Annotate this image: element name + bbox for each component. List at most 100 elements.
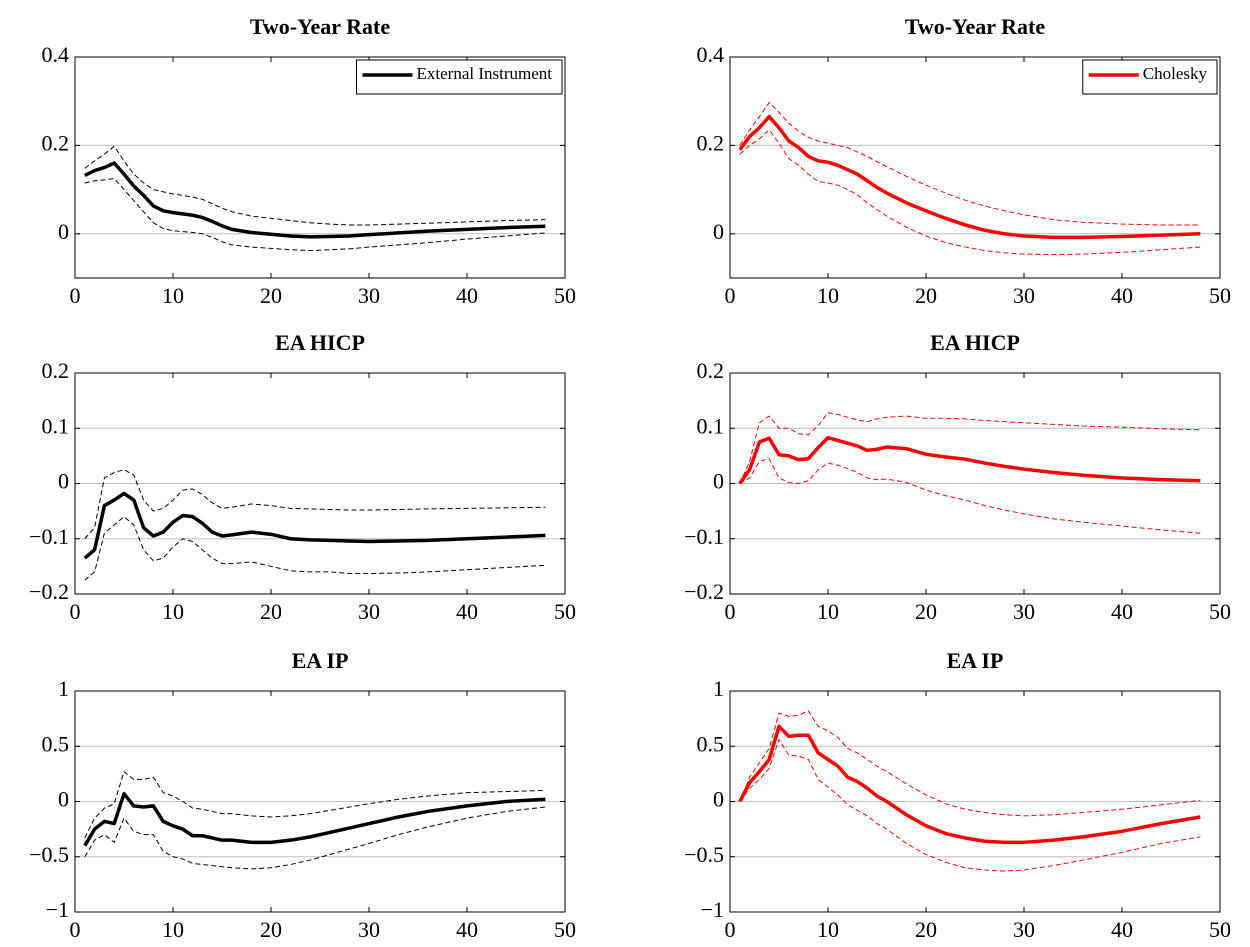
response-line: [738, 724, 1201, 845]
x-tick-label: 20: [915, 917, 937, 942]
y-tick-label: 0: [58, 469, 69, 494]
x-tick-label: 10: [817, 283, 839, 308]
band-line: [84, 806, 546, 870]
x-tick-label: 10: [162, 917, 184, 942]
x-tick-label: 20: [260, 283, 282, 308]
legend: External Instrument: [356, 59, 563, 95]
y-tick-label: 0: [713, 787, 724, 812]
x-tick-label: 40: [1111, 917, 1133, 942]
band-line: [739, 710, 1201, 817]
x-tick-label: 40: [456, 599, 478, 624]
x-tick-label: 20: [260, 917, 282, 942]
x-tick-label: 30: [1013, 917, 1035, 942]
response-line: [83, 792, 546, 847]
x-tick-label: 30: [358, 917, 380, 942]
x-tick-label: 10: [817, 917, 839, 942]
chart-title: EA IP: [947, 648, 1004, 673]
chart-title: Two-Year Rate: [250, 14, 391, 39]
response-line: [738, 435, 1201, 485]
y-tick-label: 0.1: [42, 413, 70, 438]
x-tick-label: 0: [70, 917, 81, 942]
plot-frame: [729, 372, 1221, 595]
legend-label: External Instrument: [417, 64, 553, 83]
y-tick-label: 0.1: [697, 413, 725, 438]
y-tick-label: 0: [58, 787, 69, 812]
x-tick-label: 30: [1013, 599, 1035, 624]
x-tick-label: 0: [70, 599, 81, 624]
y-tick-label: 0: [58, 219, 69, 244]
x-tick-label: 50: [554, 917, 576, 942]
y-tick-label: 0: [713, 469, 724, 494]
y-tick-label: 0.4: [697, 42, 725, 67]
band-line: [84, 469, 546, 540]
y-tick-label: 0.5: [697, 731, 725, 756]
subplot: EA HICP −0.2 −0.1 0 0.1 0.2 0 10 20 30 40 50: [29, 330, 576, 624]
y-tick-label: 0: [713, 219, 724, 244]
y-tick-label: 1: [713, 676, 724, 701]
subplot: EA HICP −0.2 −0.1 0 0.1 0.2 0 10 20 30 40 50: [684, 330, 1231, 624]
legend-label: Cholesky: [1143, 64, 1208, 83]
y-tick-label: 0.2: [697, 130, 725, 155]
chart-title: EA IP: [292, 648, 349, 673]
x-tick-label: 40: [1111, 599, 1133, 624]
subplot: Two-Year Rate 0 0.2 0.4 0 10 20 30 40 50 External …: [42, 14, 577, 308]
plot-frame: [74, 56, 566, 279]
y-tick-label: −0.5: [684, 842, 724, 867]
y-tick-label: 0.2: [42, 358, 70, 383]
plot-frame: [74, 372, 566, 595]
x-tick-label: 10: [817, 599, 839, 624]
x-tick-label: 0: [725, 917, 736, 942]
band-line: [739, 739, 1201, 872]
response-line: [83, 491, 546, 560]
chart-title: EA HICP: [930, 330, 1020, 355]
subplot: Two-Year Rate 0 0.2 0.4 0 10 20 30 40 50 Cholesky: [697, 14, 1232, 308]
band-line: [739, 102, 1201, 226]
band-line: [84, 178, 546, 252]
band-line: [84, 516, 546, 581]
x-tick-label: 50: [1209, 283, 1231, 308]
y-tick-label: 0.5: [42, 731, 70, 756]
x-tick-label: 40: [456, 283, 478, 308]
y-tick-label: 0.2: [42, 130, 70, 155]
x-tick-label: 50: [1209, 599, 1231, 624]
x-tick-label: 50: [1209, 917, 1231, 942]
x-tick-label: 20: [260, 599, 282, 624]
response-line: [738, 114, 1201, 240]
y-tick-label: −1: [46, 897, 69, 922]
legend-box: [1082, 59, 1218, 95]
x-tick-label: 30: [1013, 283, 1035, 308]
plot-frame: [74, 690, 566, 913]
subplot: EA IP−1−0.500.510 10 20 30 40 50: [684, 648, 1231, 942]
y-tick-label: −0.2: [684, 579, 724, 604]
x-tick-label: 20: [915, 599, 937, 624]
subplot: EA IP−1−0.500.510 10 20 30 40 50: [29, 648, 576, 942]
y-tick-label: −1: [701, 897, 724, 922]
x-tick-label: 30: [358, 599, 380, 624]
x-tick-label: 20: [915, 283, 937, 308]
band-line: [739, 412, 1201, 484]
y-tick-label: 0.2: [697, 358, 725, 383]
band-line: [739, 129, 1201, 256]
y-tick-label: −0.2: [29, 579, 69, 604]
band-line: [84, 145, 546, 226]
response-line: [84, 161, 546, 239]
plot-frame: [729, 56, 1221, 279]
band-line: [739, 458, 1201, 534]
plot-frame: [729, 690, 1221, 913]
chart-title: Two-Year Rate: [905, 14, 1046, 39]
x-tick-label: 0: [725, 283, 736, 308]
x-tick-label: 40: [456, 917, 478, 942]
y-tick-label: 0.4: [42, 42, 70, 67]
y-tick-label: −0.1: [29, 524, 69, 549]
x-tick-label: 50: [554, 599, 576, 624]
x-tick-label: 50: [554, 283, 576, 308]
y-tick-label: −0.1: [684, 524, 724, 549]
legend-box: [356, 59, 563, 95]
x-tick-label: 0: [70, 283, 81, 308]
legend: Cholesky: [1082, 59, 1218, 95]
x-tick-label: 40: [1111, 283, 1133, 308]
chart-title: EA HICP: [275, 330, 365, 355]
y-tick-label: 1: [58, 676, 69, 701]
x-tick-label: 10: [162, 283, 184, 308]
